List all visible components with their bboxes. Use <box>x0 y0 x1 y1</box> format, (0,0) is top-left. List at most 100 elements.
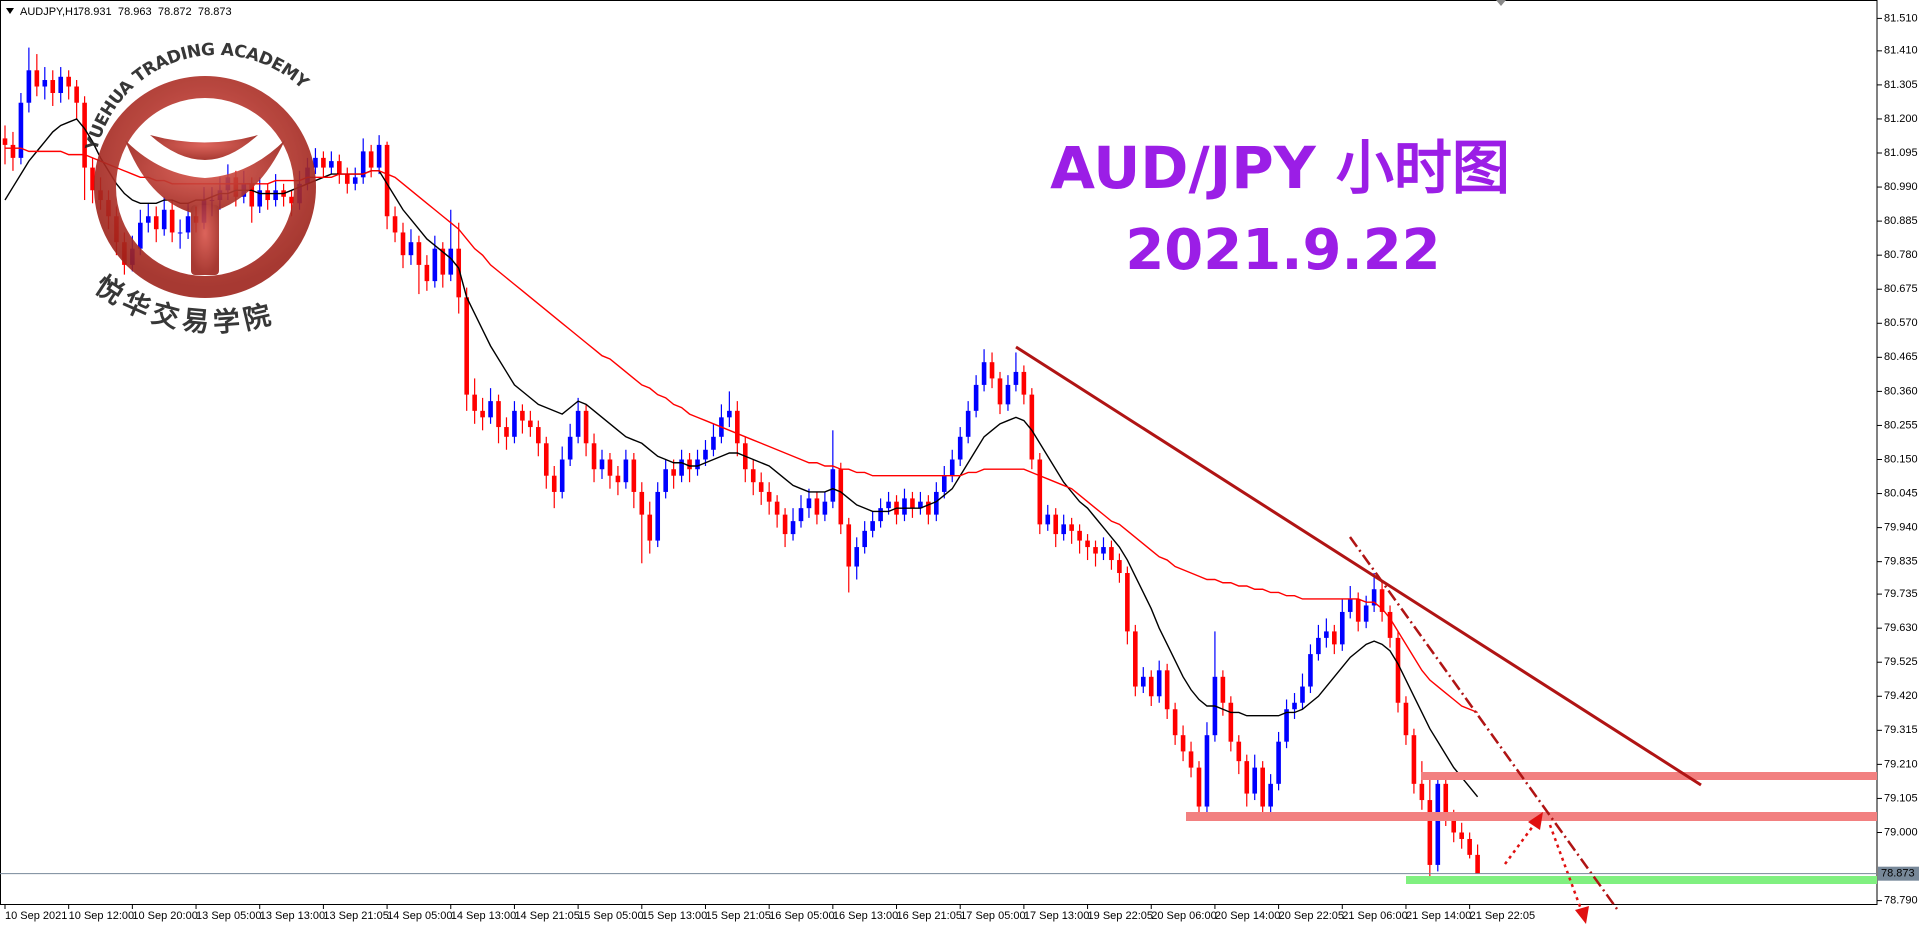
chart-title: AUD/JPY 小时图 <box>1050 134 1510 202</box>
header-close: 78.873 <box>198 6 232 18</box>
candle-body <box>1156 670 1162 697</box>
candle-body <box>1427 800 1433 865</box>
candle-body <box>814 498 820 515</box>
y-tick-label: 79.420 <box>1884 690 1918 702</box>
candle-body <box>1196 767 1202 807</box>
candle-body <box>376 144 382 168</box>
symbol: AUDJPY,H1 <box>20 6 79 18</box>
candle-body <box>559 459 565 492</box>
candle-body <box>257 190 263 207</box>
y-tick-label: 79.105 <box>1884 792 1918 804</box>
candle-body <box>1443 783 1449 817</box>
candle-body <box>663 469 668 492</box>
y-tick-label: 79.210 <box>1884 758 1918 770</box>
candle-body <box>90 167 95 191</box>
x-tick-label: 13 Sep 13:00 <box>260 910 325 922</box>
candle-body <box>74 86 79 103</box>
candle-body <box>416 242 422 265</box>
candle-body <box>464 297 469 395</box>
y-tick-label: 81.200 <box>1884 113 1918 125</box>
candle-body <box>774 501 780 515</box>
candle-body <box>1101 547 1106 554</box>
arrow-head <box>1528 812 1543 830</box>
arrow-down <box>1548 824 1584 913</box>
candle-body <box>1475 854 1480 874</box>
candle-body <box>1148 676 1154 697</box>
y-tick-label: 79.315 <box>1884 724 1918 736</box>
candle-body <box>862 530 867 548</box>
candle-body <box>249 183 255 207</box>
candle-body <box>408 242 414 256</box>
candle-body <box>34 70 40 87</box>
candle-body <box>711 436 716 450</box>
candle-body <box>854 547 860 567</box>
candle-body <box>456 248 462 298</box>
candle-body <box>1276 741 1281 784</box>
arrow-head <box>1575 906 1589 924</box>
header-open: 78.931 <box>78 6 112 18</box>
candle-body <box>448 248 454 275</box>
candle-body <box>989 362 995 379</box>
candle-body <box>1419 783 1425 801</box>
candle-body <box>1411 735 1417 784</box>
candle-body <box>1061 524 1066 535</box>
candle-body <box>1316 637 1321 655</box>
candle-body <box>1363 605 1369 622</box>
candle-body <box>902 498 907 515</box>
candle-body <box>1140 676 1146 687</box>
candle-body <box>1339 611 1345 645</box>
candle-body <box>551 475 557 492</box>
candle-body <box>265 190 270 201</box>
candle-body <box>26 70 32 103</box>
logo-crest <box>150 135 258 160</box>
candle-body <box>42 80 48 87</box>
x-tick-label: 16 Sep 21:05 <box>897 910 962 922</box>
header-marker <box>6 8 14 14</box>
candle-body <box>496 401 501 428</box>
candle-body <box>750 469 756 483</box>
logo-ring <box>94 76 316 298</box>
candle-body <box>536 427 541 444</box>
resistance-zone <box>1186 812 1877 821</box>
x-tick-label: 20 Sep 22:05 <box>1279 910 1344 922</box>
candle-body <box>567 436 573 460</box>
scroll-marker <box>1496 0 1506 6</box>
candle-body <box>671 469 676 476</box>
x-tick-label: 10 Sep 12:00 <box>69 910 134 922</box>
candle-body <box>1125 573 1130 632</box>
candle-body <box>360 151 366 178</box>
candle-body <box>138 222 143 249</box>
candle-body <box>639 491 645 515</box>
y-tick-label: 80.465 <box>1884 351 1918 363</box>
candle-body <box>957 436 963 460</box>
candle-body <box>543 443 549 476</box>
x-tick-label: 21 Sep 06:00 <box>1342 910 1407 922</box>
x-tick-label: 17 Sep 05:00 <box>960 910 1025 922</box>
candle-body <box>440 248 446 275</box>
candle-body <box>50 80 56 93</box>
candle-body <box>512 410 517 437</box>
candle-body <box>623 459 629 483</box>
x-tick-label: 15 Sep 13:00 <box>642 910 707 922</box>
candle-body <box>1037 459 1043 525</box>
x-tick-label: 19 Sep 22:05 <box>1088 910 1153 922</box>
candle-body <box>1451 816 1457 833</box>
y-tick-label: 79.835 <box>1884 556 1918 568</box>
candle-body <box>870 521 875 531</box>
candle-body <box>1284 709 1289 742</box>
candle-body <box>878 508 883 522</box>
candle-body <box>1403 702 1409 736</box>
candle-body <box>2 138 8 145</box>
x-tick-label: 14 Sep 21:05 <box>514 910 579 922</box>
y-tick-label: 79.630 <box>1884 622 1918 634</box>
candle-body <box>520 410 525 421</box>
candle-body <box>1324 631 1329 638</box>
candle-body <box>1467 838 1472 855</box>
candle-body <box>313 157 318 168</box>
y-tick-label: 78.790 <box>1884 895 1918 907</box>
candle-body <box>1371 589 1377 606</box>
y-tick-label: 80.570 <box>1884 317 1918 329</box>
x-tick-label: 15 Sep 21:05 <box>705 910 770 922</box>
candle-body <box>782 514 788 535</box>
